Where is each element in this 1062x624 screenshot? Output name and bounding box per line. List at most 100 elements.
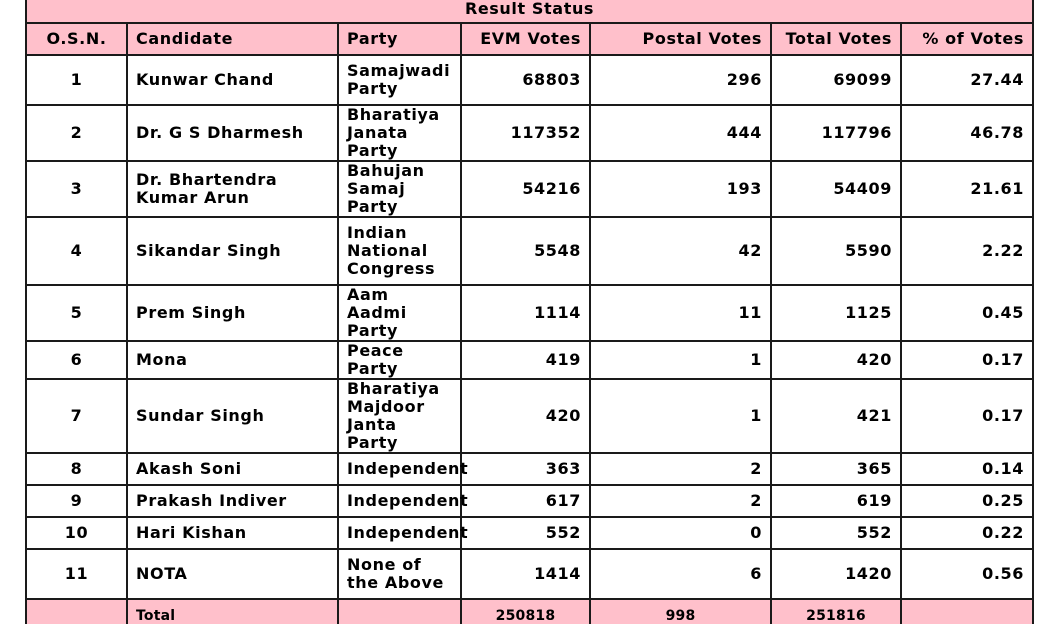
postal-votes-cell: 11 <box>589 284 772 342</box>
postal-votes-cell: 42 <box>589 216 772 286</box>
candidate-cell: Kunwar Chand <box>126 54 339 106</box>
osn-cell: 11 <box>25 548 128 600</box>
percent-votes-cell: 46.78 <box>899 104 1035 162</box>
party-cell: Independent <box>337 484 468 518</box>
total-votes-cell: 420 <box>770 340 902 380</box>
column-header-percent-votes: % of Votes <box>899 22 1035 56</box>
percent-votes-cell: 0.56 <box>899 548 1035 600</box>
candidate-cell: Prem Singh <box>126 284 339 342</box>
postal-votes-cell: 193 <box>589 160 772 218</box>
result-status-table: Result Status O.S.N. Candidate Party EVM… <box>24 0 1035 624</box>
percent-votes-cell: 0.17 <box>899 378 1035 454</box>
total-votes-cell: 1125 <box>770 284 902 342</box>
evm-votes-cell: 363 <box>460 452 591 486</box>
postal-votes-cell: 2 <box>589 484 772 518</box>
party-cell: Peace Party <box>337 340 462 380</box>
total-evm-votes: 250818 <box>460 598 591 624</box>
total-votes-cell: 1420 <box>770 548 902 600</box>
total-votes-cell: 552 <box>770 516 902 550</box>
percent-votes-cell: 27.44 <box>899 54 1035 106</box>
candidate-cell: Sikandar Singh <box>126 216 339 286</box>
table-title: Result Status <box>24 0 1035 24</box>
postal-votes-cell: 1 <box>589 340 772 380</box>
evm-votes-cell: 54216 <box>460 160 591 218</box>
total-label: Total <box>126 598 339 624</box>
table-row: 9 Prakash Indiver Independent 617 2 619 0.25 <box>25 484 1035 518</box>
party-cell: Bahujan Samaj Party <box>337 160 462 218</box>
osn-cell: 10 <box>25 516 128 550</box>
percent-votes-cell: 2.22 <box>899 216 1035 286</box>
candidate-cell: Sundar Singh <box>126 378 339 454</box>
party-cell: Independent <box>337 452 468 486</box>
osn-cell: 5 <box>25 284 128 342</box>
percent-votes-cell: 0.45 <box>899 284 1035 342</box>
table-row: 5 Prem Singh Aam Aadmi Party 1114 11 1125 0.45 <box>25 284 1035 342</box>
evm-votes-cell: 117352 <box>460 104 591 162</box>
candidate-cell: Mona <box>126 340 339 380</box>
postal-votes-cell: 6 <box>589 548 772 600</box>
table-header-row: O.S.N. Candidate Party EVM Votes Postal … <box>25 22 1035 56</box>
osn-cell: 9 <box>25 484 128 518</box>
total-percent-cell <box>899 598 1035 624</box>
total-votes-cell: 365 <box>770 452 902 486</box>
percent-votes-cell: 0.25 <box>899 484 1035 518</box>
column-header-osn: O.S.N. <box>25 22 128 56</box>
column-header-evm-votes: EVM Votes <box>460 22 591 56</box>
column-header-total-votes: Total Votes <box>770 22 902 56</box>
total-votes-cell: 619 <box>770 484 902 518</box>
party-cell: Bharatiya Majdoor Janta Party <box>337 378 462 454</box>
total-votes-cell: 54409 <box>770 160 902 218</box>
percent-votes-cell: 21.61 <box>899 160 1035 218</box>
column-header-party: Party <box>337 22 462 56</box>
percent-votes-cell: 0.14 <box>899 452 1035 486</box>
table-row: 11 NOTA None of the Above 1414 6 1420 0.56 <box>25 548 1035 600</box>
osn-cell: 2 <box>25 104 128 162</box>
party-cell: None of the Above <box>337 548 462 600</box>
osn-cell: 6 <box>25 340 128 380</box>
evm-votes-cell: 68803 <box>460 54 591 106</box>
evm-votes-cell: 552 <box>460 516 591 550</box>
party-cell: Samajwadi Party <box>337 54 462 106</box>
total-votes-cell: 117796 <box>770 104 902 162</box>
column-header-candidate: Candidate <box>126 22 339 56</box>
evm-votes-cell: 5548 <box>460 216 591 286</box>
total-votes-cell: 421 <box>770 378 902 454</box>
evm-votes-cell: 617 <box>460 484 591 518</box>
table-row: 2 Dr. G S Dharmesh Bharatiya Janata Party 1… <box>25 104 1035 162</box>
candidate-cell: Prakash Indiver <box>126 484 339 518</box>
postal-votes-cell: 444 <box>589 104 772 162</box>
total-total-votes: 251816 <box>770 598 902 624</box>
osn-cell: 8 <box>25 452 128 486</box>
candidate-cell: Dr. G S Dharmesh <box>126 104 339 162</box>
candidate-cell: Dr. Bhartendra Kumar Arun <box>126 160 339 218</box>
total-postal-votes: 998 <box>589 598 772 624</box>
evm-votes-cell: 420 <box>460 378 591 454</box>
total-votes-cell: 5590 <box>770 216 902 286</box>
table-row: 1 Kunwar Chand Samajwadi Party 68803 296 6909… <box>25 54 1035 106</box>
table-row: 8 Akash Soni Independent 363 2 365 0.14 <box>25 452 1035 486</box>
percent-votes-cell: 0.22 <box>899 516 1035 550</box>
table-caption-row: Result Status <box>24 0 1035 24</box>
total-party-cell <box>337 598 462 624</box>
total-votes-cell: 69099 <box>770 54 902 106</box>
candidate-cell: NOTA <box>126 548 339 600</box>
postal-votes-cell: 0 <box>589 516 772 550</box>
evm-votes-cell: 1414 <box>460 548 591 600</box>
table-row: 10 Hari Kishan Independent 552 0 552 0.22 <box>25 516 1035 550</box>
column-header-postal-votes: Postal Votes <box>589 22 772 56</box>
osn-cell: 4 <box>25 216 128 286</box>
table-row: 7 Sundar Singh Bharatiya Majdoor Janta Par… <box>25 378 1035 454</box>
table-row: 4 Sikandar Singh Indian National Congress 5… <box>25 216 1035 286</box>
postal-votes-cell: 1 <box>589 378 772 454</box>
party-cell: Indian National Congress <box>337 216 462 286</box>
evm-votes-cell: 1114 <box>460 284 591 342</box>
table-body: 1 Kunwar Chand Samajwadi Party 68803 296 6909… <box>25 54 1035 600</box>
candidate-cell: Hari Kishan <box>126 516 339 550</box>
postal-votes-cell: 2 <box>589 452 772 486</box>
postal-votes-cell: 296 <box>589 54 772 106</box>
total-row: Total 250818 998 251816 <box>25 598 1035 624</box>
osn-cell: 7 <box>25 378 128 454</box>
candidate-cell: Akash Soni <box>126 452 339 486</box>
party-cell: Aam Aadmi Party <box>337 284 462 342</box>
osn-cell: 3 <box>25 160 128 218</box>
